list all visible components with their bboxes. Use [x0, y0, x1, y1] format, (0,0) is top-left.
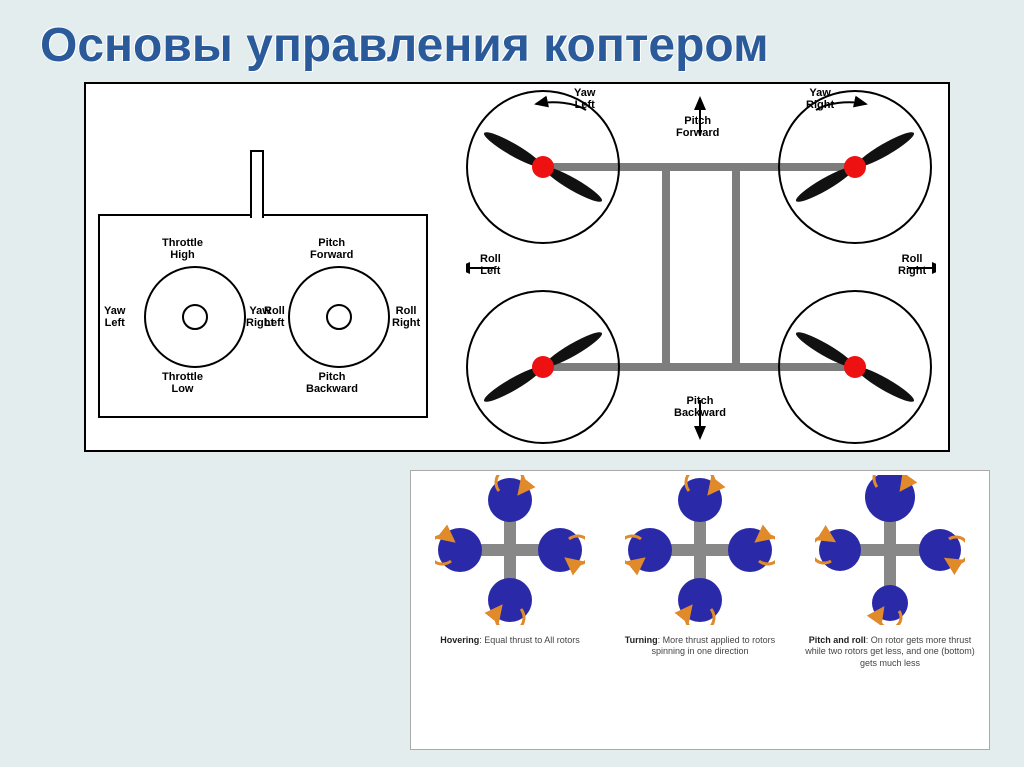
lbl-pitch-fwd: Pitch Forward [676, 116, 719, 139]
lbl-roll-right: Roll Right [898, 254, 926, 277]
rotor-fr [778, 90, 932, 244]
label-throttle-low: Throttle Low [162, 372, 203, 395]
right-stick [288, 266, 390, 368]
label-roll-right: Roll Right [392, 306, 420, 329]
transmitter: Throttle High Throttle Low Yaw Left Yaw … [98, 214, 428, 418]
rotor-fl [466, 90, 620, 244]
lbl-yaw-right: Yaw Right [806, 88, 834, 111]
mode-pitch-roll: Pitch and roll: On rotor gets more thrus… [805, 475, 975, 669]
label-roll-left: Roll Left [264, 306, 285, 329]
left-stick [144, 266, 246, 368]
lbl-yaw-left: Yaw Left [574, 88, 595, 111]
label-pitch-back: Pitch Backward [306, 372, 358, 395]
slide-title: Основы управления коптером [40, 18, 769, 73]
quadcopter-diagram: /* rotate first & last blades */ documen… [466, 90, 936, 444]
label-yaw-left: Yaw Left [104, 306, 125, 329]
thrust-modes-panel: Hovering: Equal thrust to All rotors Tur… [410, 470, 990, 750]
main-diagram-panel: Throttle High Throttle Low Yaw Left Yaw … [84, 82, 950, 452]
lbl-pitch-back: Pitch Backward [674, 396, 726, 419]
mode-turning: Turning: More thrust applied to rotors s… [615, 475, 785, 658]
mode-hovering: Hovering: Equal thrust to All rotors [425, 475, 595, 646]
arm-right-vert [732, 163, 740, 371]
label-throttle-high: Throttle High [162, 238, 203, 261]
label-pitch-fwd: Pitch Forward [310, 238, 353, 261]
arm-left-vert [662, 163, 670, 371]
rotor-bl [466, 290, 620, 444]
antenna [250, 150, 264, 218]
lbl-roll-left: Roll Left [480, 254, 501, 277]
decorative-stripes [0, 557, 441, 767]
rotor-br [778, 290, 932, 444]
